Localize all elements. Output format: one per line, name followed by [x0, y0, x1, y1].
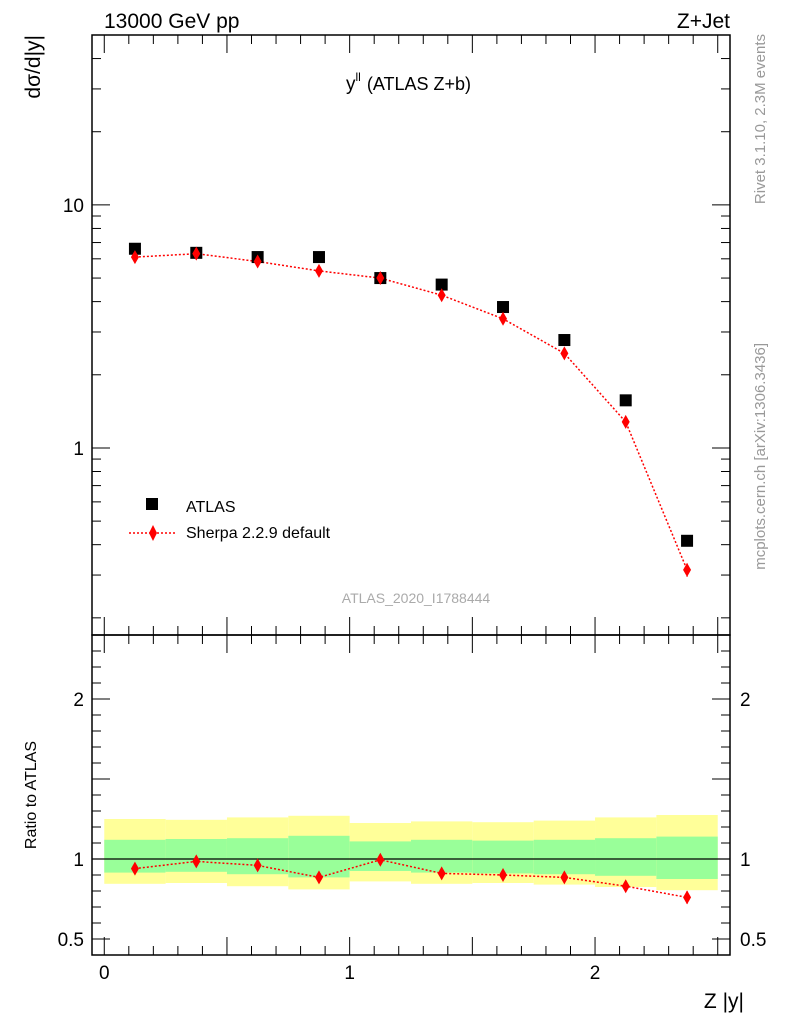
sherpa-point: [560, 346, 569, 361]
main-panel: 10 1 yll (ATLAS Z+b) ATLAS_2020_I1788444 d…: [22, 34, 731, 636]
ratio-sherpa-point: [499, 868, 508, 882]
main-title-sup: ll: [356, 70, 361, 84]
ratio-sherpa-point: [560, 870, 569, 885]
ratio-sherpa-point: [437, 866, 446, 881]
ratio-y-tick-label-left: 1: [73, 850, 84, 871]
ratio-sherpa-point: [376, 852, 385, 867]
sherpa-point: [437, 288, 446, 303]
process-label: Z+Jet: [677, 10, 730, 33]
sherpa-point: [683, 562, 692, 577]
sherpa-point: [621, 414, 630, 429]
ratio-x-tick-label: 2: [590, 963, 601, 984]
sherpa-line: [134, 252, 688, 571]
legend-atlas-marker: [146, 498, 158, 510]
ratio-stat-band: [472, 840, 534, 874]
rivet-label: Rivet 3.1.10, 2.3M events: [752, 34, 769, 204]
energy-label: 13000 GeV pp: [104, 10, 239, 33]
sherpa-point: [314, 263, 323, 278]
ratio-stat-band: [656, 836, 718, 879]
ratio-stat-band: [595, 838, 657, 876]
atlas-point: [681, 534, 694, 547]
main-data-layer: [128, 242, 694, 577]
mcplots-label: mcplots.cern.ch [arXiv:1306.3436]: [752, 343, 769, 570]
ratio-y-tick-label-left: 2: [73, 690, 84, 711]
atlas-point: [128, 242, 141, 255]
ratio-uncertainty-bands: [92, 815, 730, 891]
ratio-sherpa-point: [130, 861, 139, 876]
sherpa-point: [499, 311, 508, 326]
legend-sherpa-marker: [149, 525, 157, 541]
ratio-sherpa-point: [621, 879, 630, 894]
ratio-x-tick-label: 0: [99, 963, 110, 984]
ratio-data-layer: [130, 852, 692, 905]
atlas-point: [497, 301, 510, 314]
analysis-watermark: ATLAS_2020_I1788444: [342, 590, 491, 606]
atlas-point: [435, 278, 448, 291]
ratio-ylabel: Ratio to ATLAS: [23, 741, 40, 849]
sherpa-point: [130, 250, 139, 265]
main-ylabel: dσ/d|y|: [22, 35, 45, 99]
legend-sherpa-label: Sherpa 2.2.9 default: [186, 525, 331, 542]
legend: ATLAS Sherpa 2.2.9 default: [129, 498, 331, 542]
ratio-xlabel: Z |y|: [704, 990, 744, 1013]
sherpa-point: [253, 254, 262, 269]
ratio-sherpa-point: [314, 870, 323, 885]
atlas-point: [312, 251, 325, 264]
ratio-stat-band: [533, 839, 596, 875]
ratio-sherpa-point: [683, 890, 692, 905]
ratio-sherpa-point: [192, 854, 201, 869]
sherpa-point: [192, 246, 201, 261]
ratio-y-tick-label-right: 0.5: [740, 930, 766, 951]
ratio-sherpa-point: [253, 858, 262, 873]
ratio-y-tick-label-left: 0.5: [58, 930, 84, 951]
ratio-panel: 0 1 2 2 2 1 1 0.5 0.5 Ratio to ATLAS Z |y|: [23, 634, 766, 1013]
atlas-point: [558, 334, 571, 347]
ratio-x-tick-label: 1: [344, 963, 355, 984]
main-title-var: y: [346, 74, 356, 95]
main-y-tick-label: 10: [63, 196, 84, 217]
ratio-sherpa-line: [134, 859, 688, 899]
ratio-axis-ticks: 0 1 2 2 2 1 1 0.5 0.5: [58, 634, 766, 984]
main-title: yll (ATLAS Z+b): [346, 70, 471, 95]
sherpa-point: [376, 271, 385, 286]
ratio-frame: [91, 634, 731, 956]
main-frame: [91, 34, 731, 636]
ratio-y-tick-label-right: 2: [740, 690, 751, 711]
main-y-tick-label: 1: [73, 439, 84, 460]
main-title-rest: (ATLAS Z+b): [367, 74, 471, 94]
main-axis-ticks: 10 1: [63, 34, 730, 635]
atlas-point: [619, 394, 632, 407]
ratio-y-tick-label-right: 1: [740, 850, 751, 871]
legend-atlas-label: ATLAS: [186, 499, 236, 516]
